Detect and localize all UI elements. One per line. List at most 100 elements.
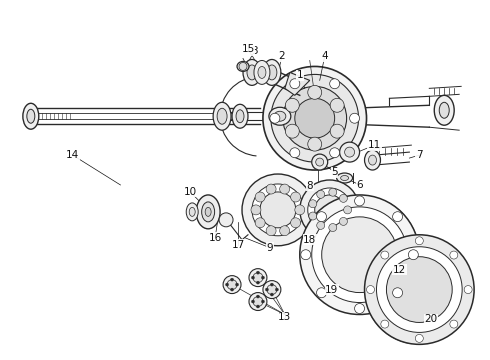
Circle shape xyxy=(290,148,300,158)
Circle shape xyxy=(392,212,403,222)
Circle shape xyxy=(270,113,280,123)
Text: 18: 18 xyxy=(303,235,317,245)
Circle shape xyxy=(317,212,326,222)
Wedge shape xyxy=(360,203,419,275)
Circle shape xyxy=(263,67,367,170)
Circle shape xyxy=(255,192,265,202)
Circle shape xyxy=(392,288,403,298)
Ellipse shape xyxy=(243,59,261,85)
Circle shape xyxy=(300,180,360,240)
Ellipse shape xyxy=(237,62,249,71)
Ellipse shape xyxy=(439,102,449,118)
Circle shape xyxy=(263,280,281,298)
Ellipse shape xyxy=(202,202,215,222)
Circle shape xyxy=(295,205,305,215)
Circle shape xyxy=(256,305,259,308)
Text: 11: 11 xyxy=(368,140,381,150)
Circle shape xyxy=(450,251,458,259)
Ellipse shape xyxy=(217,108,227,124)
Circle shape xyxy=(242,174,314,246)
Circle shape xyxy=(275,288,278,291)
Text: 4: 4 xyxy=(321,51,328,62)
Text: 14: 14 xyxy=(66,150,79,160)
Ellipse shape xyxy=(236,110,244,123)
Ellipse shape xyxy=(27,109,35,123)
Circle shape xyxy=(355,303,365,314)
Circle shape xyxy=(223,276,241,293)
Ellipse shape xyxy=(186,203,198,221)
Wedge shape xyxy=(365,289,419,343)
Text: 13: 13 xyxy=(278,312,292,323)
Text: 1: 1 xyxy=(296,71,303,80)
Text: 17: 17 xyxy=(231,240,245,250)
Circle shape xyxy=(285,124,299,138)
Ellipse shape xyxy=(359,262,372,273)
Circle shape xyxy=(367,285,374,293)
Circle shape xyxy=(416,237,423,245)
Circle shape xyxy=(290,79,300,89)
Circle shape xyxy=(251,205,261,215)
Ellipse shape xyxy=(267,65,277,80)
Circle shape xyxy=(329,188,337,196)
Circle shape xyxy=(450,320,458,328)
Ellipse shape xyxy=(337,173,353,183)
Circle shape xyxy=(236,283,239,286)
Circle shape xyxy=(308,85,322,99)
Ellipse shape xyxy=(341,176,348,180)
Circle shape xyxy=(330,79,340,89)
Circle shape xyxy=(343,206,352,214)
Circle shape xyxy=(340,142,360,162)
Circle shape xyxy=(376,247,462,332)
Circle shape xyxy=(291,192,300,202)
Circle shape xyxy=(312,154,328,170)
Circle shape xyxy=(262,300,265,303)
Text: 6: 6 xyxy=(356,180,363,190)
Text: 8: 8 xyxy=(306,181,313,191)
Ellipse shape xyxy=(368,155,376,165)
Ellipse shape xyxy=(434,95,454,125)
Circle shape xyxy=(252,184,304,236)
Ellipse shape xyxy=(23,103,39,129)
Ellipse shape xyxy=(189,207,195,216)
Circle shape xyxy=(330,148,340,158)
Circle shape xyxy=(280,184,290,194)
Circle shape xyxy=(349,113,360,123)
Ellipse shape xyxy=(258,67,266,78)
Circle shape xyxy=(308,188,352,232)
Circle shape xyxy=(309,200,317,208)
Polygon shape xyxy=(285,72,310,95)
Ellipse shape xyxy=(365,150,380,170)
Ellipse shape xyxy=(263,59,281,85)
Circle shape xyxy=(253,273,263,283)
Circle shape xyxy=(227,280,237,289)
Circle shape xyxy=(251,300,254,303)
Circle shape xyxy=(256,295,259,298)
Text: 10: 10 xyxy=(184,187,197,197)
Circle shape xyxy=(340,217,347,225)
Circle shape xyxy=(285,98,299,112)
Text: 5: 5 xyxy=(331,167,338,177)
Circle shape xyxy=(266,288,269,291)
Text: 19: 19 xyxy=(325,284,338,294)
Circle shape xyxy=(317,190,325,198)
Circle shape xyxy=(255,218,265,228)
Circle shape xyxy=(317,221,325,229)
Ellipse shape xyxy=(247,65,257,80)
Circle shape xyxy=(387,257,452,323)
Circle shape xyxy=(267,285,277,294)
Circle shape xyxy=(316,158,324,166)
Circle shape xyxy=(270,283,273,286)
Circle shape xyxy=(270,293,273,296)
Circle shape xyxy=(262,276,265,279)
Text: 12: 12 xyxy=(393,265,406,275)
Ellipse shape xyxy=(274,111,286,121)
Circle shape xyxy=(280,226,290,236)
Circle shape xyxy=(317,288,326,298)
Circle shape xyxy=(330,124,344,138)
Ellipse shape xyxy=(232,104,248,128)
Circle shape xyxy=(283,86,346,150)
Circle shape xyxy=(225,283,228,286)
Text: 20: 20 xyxy=(425,314,438,324)
Ellipse shape xyxy=(205,207,211,216)
Circle shape xyxy=(300,195,419,315)
